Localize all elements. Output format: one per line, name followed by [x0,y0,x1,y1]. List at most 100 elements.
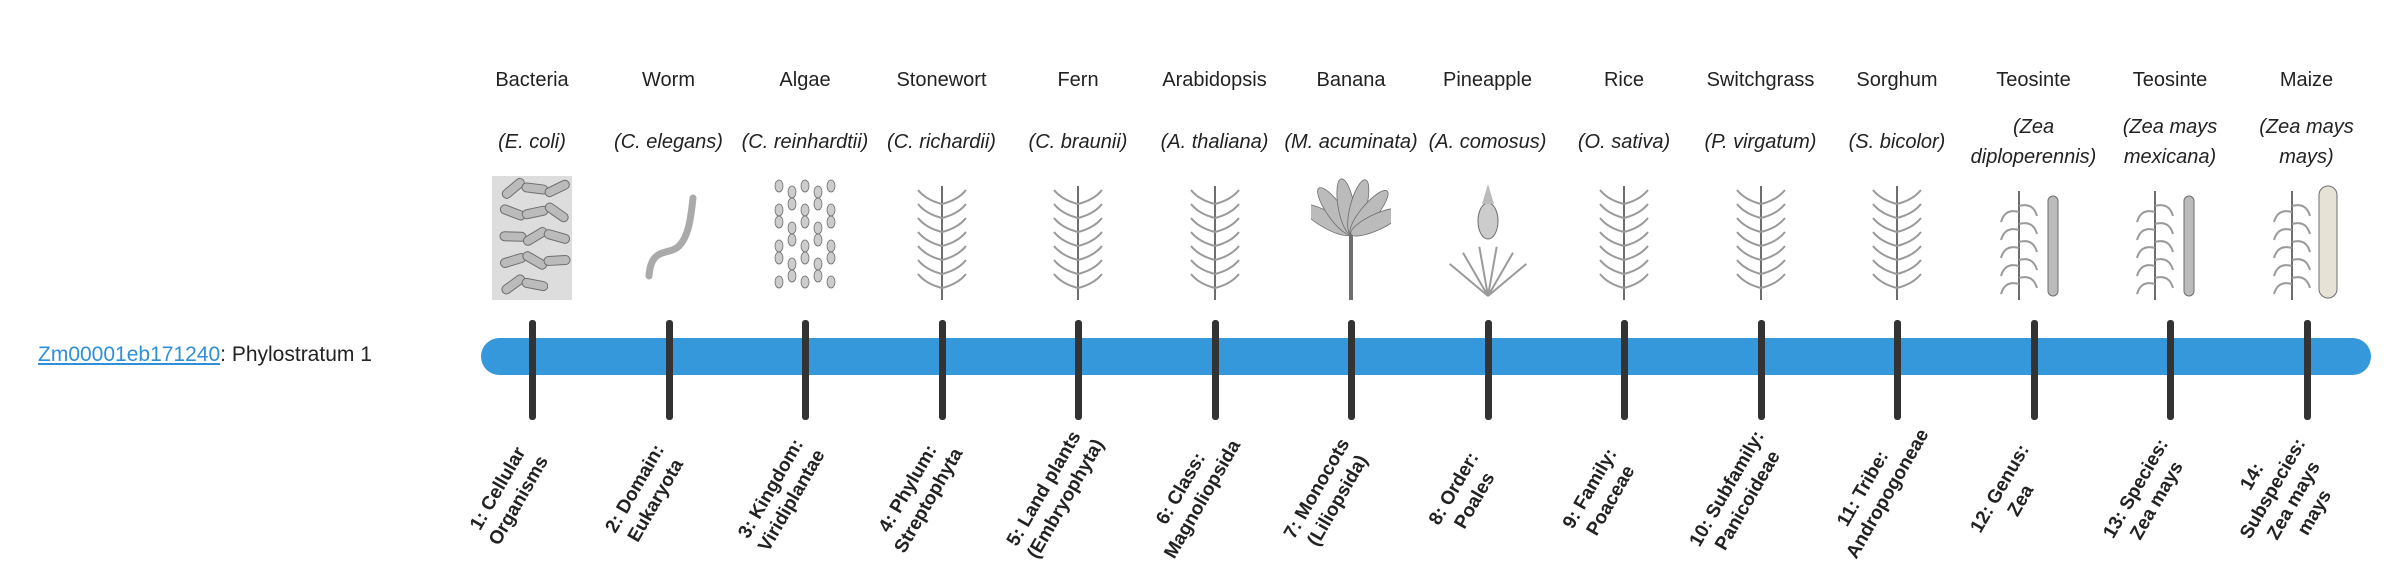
rank-label-text: 6: Class: Magnoliopsida [1151,436,1245,563]
scientific-name-text: (P. virgatum) [1704,131,1817,153]
scientific-name-text: (S. bicolor) [1848,131,1946,153]
scientific-name-text: (A. comosus) [1428,131,1547,153]
bacteria-icon [492,176,572,300]
fern-icon [1038,176,1118,300]
scientific-name: (C. elegans) [601,104,737,180]
rank-label-text: 7: Monocots (Liliopsida) [1280,435,1373,550]
scientific-name-text: (E. coli) [498,131,566,153]
timeline-tick [1621,320,1628,420]
common-name: Arabidopsis [1162,69,1267,91]
scientific-name-text: (Zea mays mays) [2259,116,2354,168]
common-name: Worm [642,69,695,91]
rank-label-text: 12: Genus: Zea [1966,440,2038,537]
rank-label-text: 1: Cellular Organisms [466,443,553,549]
scientific-name: (A. thaliana) [1147,104,1283,180]
pineapple-icon [1448,176,1528,300]
timeline-tick [2030,320,2038,420]
common-name: Fern [1057,69,1099,91]
algae-icon [765,176,845,300]
scientific-name-text: (C. braunii) [1028,131,1128,153]
timeline-tick [665,320,673,420]
rank-label-text: 13: Species: Zea mays [2099,435,2188,544]
rank-label: 9: Family: Poaceae [1526,440,1676,550]
scientific-name: (Zea mays mays) [2239,104,2375,180]
rank-label: 3: Kingdom: Viridiplantae [707,436,857,556]
timeline-tick [1348,320,1355,420]
rank-label-text: 3: Kingdom: Viridiplantae [734,435,830,556]
common-name: Rice [1603,69,1644,91]
timeline-bar [481,338,2371,375]
scientific-name: (E. coli) [464,104,600,180]
rank-label: 13: Species: Zea mays [2072,435,2222,550]
timeline-tick [2167,320,2174,420]
scientific-name: (O. sativa) [1556,104,1692,180]
maize-icon [2267,176,2347,300]
common-name: Maize [2279,69,2334,91]
rank-label-text: 9: Family: Poaceae [1558,445,1640,540]
common-name: Banana [1316,69,1386,91]
scientific-name-text: (M. acuminata) [1284,131,1418,153]
timeline-tick [802,320,809,420]
common-name: Bacteria [495,69,569,91]
scientific-name-text: (Zea mays mexicana) [2122,116,2218,168]
rank-label: 8: Order: Poales [1390,440,1540,550]
teosinte-icon [1994,176,2074,300]
arabidopsis-icon [1175,176,1255,300]
timeline-tick [1894,320,1901,420]
scientific-name-text: (C. reinhardtii) [741,131,869,153]
rice-icon [1584,176,1664,300]
common-name: Teosinte [1996,69,2071,91]
gene-link[interactable]: Zm00001eb171240 [38,343,221,366]
scientific-name: (Zea diploperennis) [1966,104,2102,180]
rank-label: 2: Domain: Eukaryota [571,440,721,550]
rank-label: 6: Class: Magnoliopsida [1117,437,1267,563]
common-name: Pineapple [1443,69,1532,91]
phylostratum-text: : Phylostratum 1 [220,343,372,366]
rank-label-text: 14: Subspecies: Zea mays mays [2235,435,2336,544]
scientific-name-text: (C. elegans) [614,131,723,153]
rank-label-text: 11: Tribe: Andropogoneae [1833,425,1934,563]
scientific-name-text: (A. thaliana) [1160,131,1269,153]
rank-label: 10: Subfamily: Panicoideae [1663,427,1813,554]
scientific-name-text: (O. sativa) [1577,131,1671,153]
timeline-tick [938,320,946,420]
stonewort-icon [902,176,982,300]
rank-label: 5: Land plants (Embryophyta) [980,428,1130,563]
timeline-tick [1075,320,1082,420]
teosinte-icon [2130,176,2210,300]
timeline-tick [1211,320,1219,420]
scientific-name: (S. bicolor) [1829,104,1965,180]
scientific-name: (Zea mays mexicana) [2102,104,2238,180]
rank-label: 14: Subspecies: Zea mays mays [2209,435,2359,550]
rank-label-text: 5: Land plants (Embryophyta) [1002,427,1109,563]
scientific-name: (C. braunii) [1010,104,1146,180]
rank-label: 7: Monocots (Liliopsida) [1253,435,1403,550]
common-name: Stonewort [896,69,987,91]
scientific-name-text: (Zea diploperennis) [1970,116,2097,168]
common-name: Sorghum [1856,69,1938,91]
rank-label-text: 8: Order: Poales [1424,448,1499,533]
rank-label: 12: Genus: Zea [1936,440,2086,550]
scientific-name: (C. richardii) [874,104,1010,180]
switchgrass-icon [1721,176,1801,300]
timeline-tick [529,320,536,420]
timeline-tick [1757,320,1765,420]
banana-icon [1301,176,1403,300]
common-name: Switchgrass [1706,69,1815,91]
rank-label: 11: Tribe: Andropogoneae [1799,426,1949,563]
rank-label-text: 2: Domain: Eukaryota [601,440,688,546]
scientific-name: (P. virgatum) [1693,104,1829,180]
timeline-tick [1484,320,1492,420]
timeline-tick [2303,320,2311,420]
common-name: Algae [779,69,831,91]
worm-icon [629,176,709,300]
scientific-name-text: (C. richardii) [887,131,996,153]
scientific-name: (C. reinhardtii) [737,104,873,180]
scientific-name: (A. comosus) [1420,104,1556,180]
sorghum-icon [1857,176,1937,300]
rank-label: 4: Phylum: Streptophyta [844,440,994,556]
gene-label: Zm00001eb171240: Phylostratum 1 [38,340,372,370]
common-name: Teosinte [2132,69,2208,91]
scientific-name: (M. acuminata) [1283,104,1419,180]
rank-label: 1: Cellular Organisms [434,440,584,550]
